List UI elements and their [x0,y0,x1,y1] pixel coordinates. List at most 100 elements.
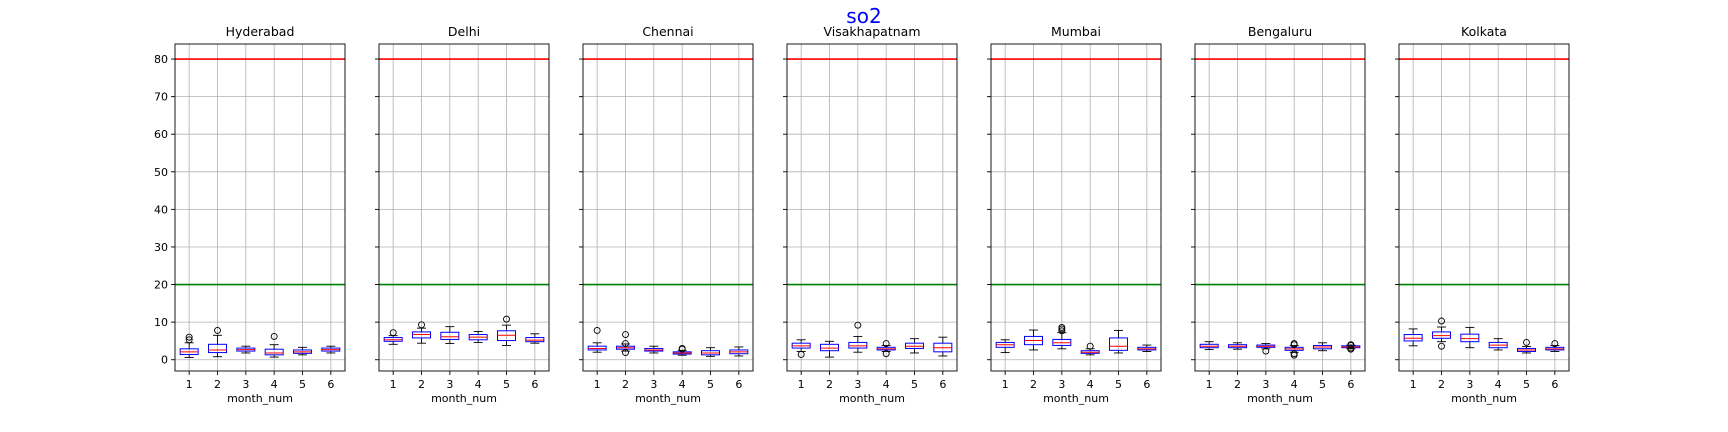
outlier-point [622,340,629,348]
box-month-3 [1052,323,1072,350]
outlier-point [1551,340,1559,348]
panel-delhi: 1 2 3 4 5 6 Delhi month_num [375,24,550,405]
x-tick-label: 2 [214,378,221,391]
x-tick-label: 6 [531,378,538,391]
box-month-1 [791,339,811,358]
box-month-1 [1403,328,1423,347]
x-axis-label: month_num [1043,392,1109,405]
axes-frame [1398,43,1570,372]
panel-bengaluru: 1 2 3 4 5 6 Bengaluru month_num [1191,24,1366,405]
box-month-4 [672,344,692,356]
x-tick-label: 1 [1410,378,1417,391]
box-month-6 [321,345,341,354]
x-tick-label: 2 [826,378,833,391]
x-tick-label: 2 [418,378,425,391]
x-tick-label: 1 [1002,378,1009,391]
panel-kolkata: 1 2 3 4 5 6 Kolkata month_num [1395,24,1570,405]
x-tick-label: 4 [883,378,890,391]
outlier-point [1262,347,1270,355]
box-month-6 [729,346,749,357]
box-iqr [1403,334,1423,342]
box-month-5 [293,346,312,356]
panel-title: Visakhapatnam [824,24,921,39]
box-month-5 [905,338,924,354]
box-month-3 [236,345,256,354]
outlier-point [622,331,629,338]
x-tick-label: 1 [186,378,193,391]
box-iqr [848,341,868,349]
outlier-point [1058,327,1066,335]
x-axis-label: month_num [1451,392,1517,405]
axes-frame [378,43,550,372]
outlier-point [1523,338,1530,346]
box-month-5 [1517,338,1536,354]
box-month-3 [1256,343,1276,355]
y-tick-label: 10 [154,316,168,329]
axes-frame [786,43,958,372]
x-tick-label: 4 [1495,378,1502,391]
x-tick-label: 6 [327,378,334,391]
x-axis-label: month_num [431,392,497,405]
panel-title: Mumbai [1051,24,1101,39]
x-tick-label: 2 [1234,378,1241,391]
y-tick-label: 40 [154,203,168,216]
figure-title: so2 [846,4,882,28]
box-month-2 [412,321,431,344]
outlier-point [1058,323,1066,331]
box-month-1 [1199,341,1219,351]
box-month-2 [820,340,839,358]
x-tick-label: 3 [650,378,657,391]
box-month-5 [497,315,516,346]
y-tick-label: 60 [154,128,168,141]
box-month-2 [616,331,635,357]
box-month-1 [383,329,403,345]
x-tick-label: 5 [503,378,510,391]
box-month-6 [525,333,545,344]
x-tick-label: 4 [1087,378,1094,391]
outlier-point [1438,342,1445,350]
box-iqr [264,348,284,356]
outlier-point [185,336,193,344]
outlier-point [270,332,278,340]
y-tick-label: 20 [154,279,168,292]
x-axis-label: month_num [1247,392,1313,405]
panel-title: Delhi [448,24,480,39]
outlier-point [854,321,862,329]
y-tick-label: 50 [154,166,168,179]
x-tick-label: 4 [271,378,278,391]
box-month-2 [208,326,227,358]
panel-chennai: 1 2 3 4 5 6 Chennai month_num [579,24,754,405]
outlier-point [1290,350,1298,358]
box-month-2 [1024,329,1043,351]
x-tick-label: 3 [242,378,249,391]
panel-visakhapatnam: 1 2 3 4 5 6 Visakhapatnam month_num [783,24,958,405]
x-tick-label: 5 [911,378,918,391]
outlier-point [797,351,805,358]
x-tick-label: 5 [1523,378,1530,391]
box-iqr [1460,333,1480,343]
outlier-point [1086,342,1094,350]
outlier-point [503,315,510,323]
x-tick-label: 6 [1551,378,1558,391]
box-iqr [208,343,227,354]
box-month-5 [1313,342,1332,352]
x-tick-label: 6 [1143,378,1150,391]
x-tick-label: 3 [1058,378,1065,391]
panel-title: Kolkata [1461,24,1507,39]
x-tick-label: 3 [1262,378,1269,391]
axes-frame [174,43,346,372]
box-month-4 [1284,340,1304,359]
box-month-3 [1460,326,1480,349]
x-tick-label: 1 [1206,378,1213,391]
box-month-6 [1545,340,1565,352]
outlier-point [1347,344,1355,352]
box-month-6 [1137,344,1157,352]
x-tick-label: 5 [1319,378,1326,391]
x-axis-label: month_num [635,392,701,405]
box-iqr [820,343,839,352]
box-month-5 [701,347,720,357]
box-month-4 [468,331,488,343]
axes-frame [1194,43,1366,372]
panel-mumbai: 1 2 3 4 5 6 Mumbai month_num [987,24,1162,405]
